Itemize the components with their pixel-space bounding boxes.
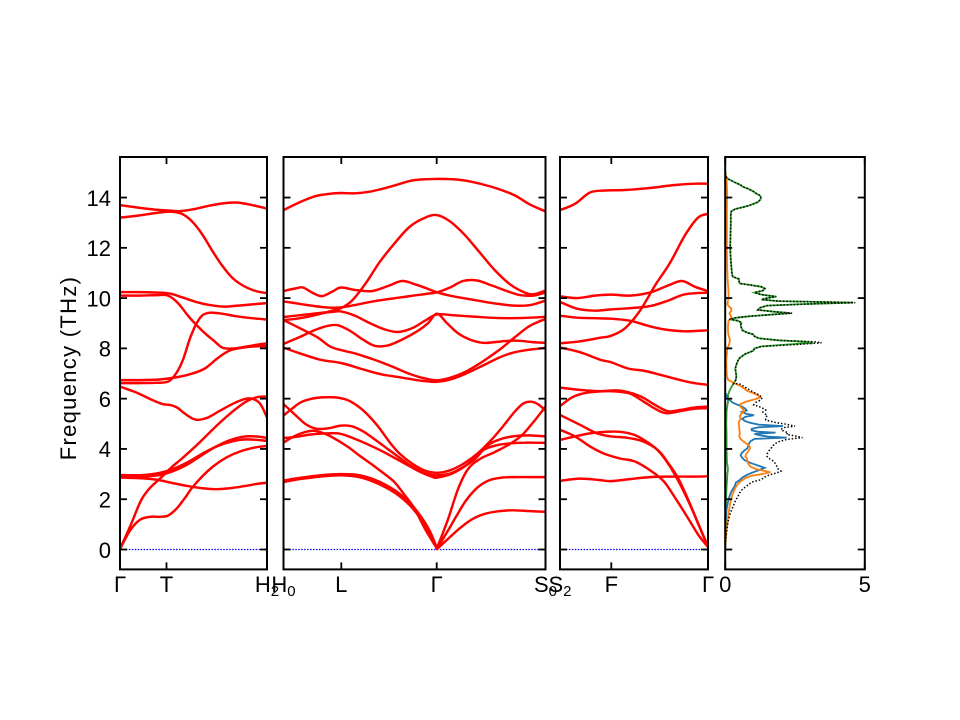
svg-text:H2: H2 [255,572,279,600]
svg-text:12: 12 [87,236,111,261]
svg-text:10: 10 [87,286,111,311]
svg-text:T: T [160,572,173,597]
svg-text:5: 5 [859,572,871,597]
svg-text:Γ: Γ [431,572,443,597]
svg-text:6: 6 [99,387,111,412]
svg-text:4: 4 [99,437,111,462]
svg-text:2: 2 [99,488,111,513]
svg-text:Γ: Γ [702,572,714,597]
svg-text:L: L [335,572,347,597]
svg-text:Frequency (THz): Frequency (THz) [56,276,81,461]
svg-text:8: 8 [99,337,111,362]
svg-text:14: 14 [87,186,111,211]
svg-text:F: F [605,572,618,597]
svg-text:Γ: Γ [114,572,126,597]
svg-text:0: 0 [99,538,111,563]
svg-text:0: 0 [719,572,731,597]
